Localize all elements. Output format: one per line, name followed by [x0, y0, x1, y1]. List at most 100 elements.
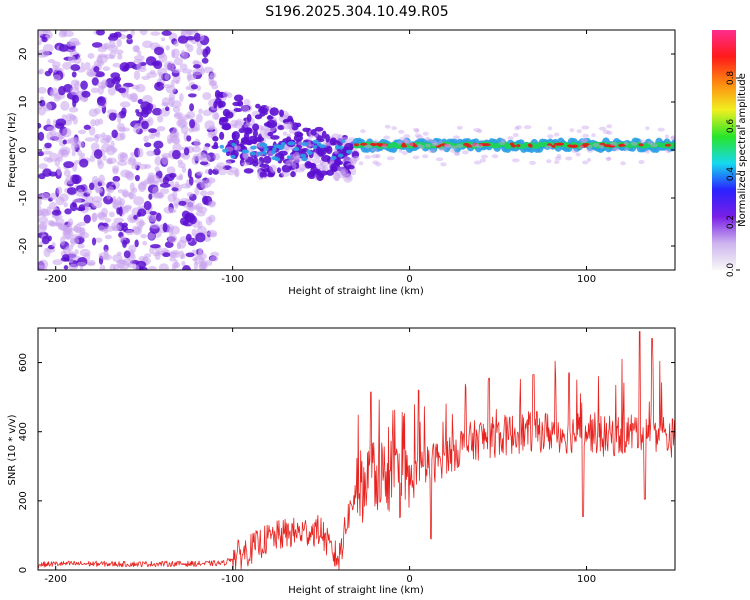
spectrogram-cell [119, 101, 131, 108]
spectrogram-cell [149, 223, 160, 229]
spectrogram-cell [42, 168, 52, 177]
spectrogram-cell [444, 144, 452, 149]
spectrogram-cell [187, 168, 192, 179]
spectrogram-cell [40, 208, 48, 217]
snr-x-label: Height of straight line (km) [288, 585, 424, 596]
spectrogram-cell [554, 156, 562, 161]
spectrogram-cell [346, 173, 352, 181]
spectrogram-cell [153, 148, 161, 156]
spectrogram-cell [381, 143, 388, 148]
spectrogram-cell [41, 236, 50, 245]
spectrogram-cell [130, 152, 135, 157]
spectrogram-cell [211, 145, 219, 150]
spectrogram-cell [95, 30, 105, 36]
spectrogram-cell [219, 144, 225, 149]
spectrogram-cell [398, 148, 403, 153]
spectrogram-cell [155, 131, 161, 138]
spectrogram-cell [62, 139, 67, 145]
spectrogram-cell [186, 44, 194, 53]
spectrogram-cell [77, 189, 83, 194]
spectrogram-cell [639, 139, 647, 144]
spectrogram-cell [243, 149, 250, 154]
spectrogram-cell [185, 233, 192, 242]
spectrogram-cell [231, 142, 236, 147]
spectrogram-cell [41, 50, 50, 58]
spectrogram-cell [194, 187, 200, 196]
spectrogram-cell [104, 218, 112, 223]
spectrogram-cell [592, 143, 600, 148]
spectrogram-y-label: Frequency (Hz) [7, 112, 18, 188]
spectrogram-cell [295, 154, 301, 159]
spectrogram-cell [219, 131, 225, 140]
spectrogram-y-ticks: -20 -10 0 10 20 [18, 48, 675, 254]
spectrogram-cell [43, 102, 53, 112]
spectrogram-cell [38, 199, 42, 206]
spectrogram-cell [431, 140, 438, 145]
spectrogram-cell [582, 133, 589, 138]
spectrogram-cell [287, 121, 293, 130]
spectrogram-cell [174, 203, 179, 209]
spectrogram-cell [401, 144, 408, 148]
spectrogram-cell [435, 157, 444, 162]
spectrogram-cell [556, 154, 562, 159]
spectrogram-cell [171, 68, 182, 73]
spectrogram-cell [241, 105, 250, 113]
spectrogram-cell [62, 254, 70, 260]
spectrogram-cell [439, 143, 447, 147]
spectrogram-cell [638, 143, 644, 147]
spectrogram-cell [175, 79, 180, 85]
spectrogram-cell [403, 134, 411, 139]
spectrogram-cell [107, 44, 119, 52]
spectrogram-cell [151, 175, 160, 184]
spectrogram-cell [169, 256, 176, 262]
spectrogram-cell [425, 143, 431, 148]
spectrogram-cell [147, 232, 156, 240]
spectrogram-cell [135, 83, 146, 93]
spectrogram-cell [305, 162, 313, 167]
spectrogram-cell [93, 149, 103, 159]
snr-x-tick-label: 0 [406, 574, 412, 585]
spectrogram-cell [84, 61, 91, 71]
spectrogram-cell [188, 176, 194, 186]
spectrogram-cell [293, 147, 300, 152]
spectrogram-cell [618, 143, 623, 147]
spectrogram-cell [71, 174, 82, 185]
colorbar-tick-label: 0.0 [726, 263, 736, 278]
spectrogram-cell [42, 150, 53, 155]
spectrogram-cell [364, 144, 373, 149]
spectrogram-cell [38, 40, 42, 46]
spectrogram-cell [301, 157, 308, 162]
spectrogram-cell [426, 138, 433, 143]
spectrogram-cell [371, 154, 380, 159]
spectrogram-cell [414, 128, 420, 133]
spectrogram-cell [38, 131, 45, 142]
spectrogram-cell [140, 180, 149, 186]
spectrogram-cell [181, 261, 186, 267]
spectrogram-cell [153, 140, 164, 149]
spectrogram-cell [172, 190, 178, 200]
spectrogram-cell [346, 164, 355, 170]
spectrogram-cell [152, 186, 160, 196]
spectrogram-cell [168, 227, 174, 236]
spectrogram-cell [473, 128, 481, 133]
spectrogram-cell [43, 156, 50, 162]
spectrogram-cell [272, 147, 277, 152]
spectrogram-cell [112, 62, 121, 68]
spectrogram-cell [586, 157, 592, 162]
spectrogram-cell [107, 186, 115, 194]
snr-series-line [38, 331, 675, 570]
spectrogram-cell [167, 234, 178, 244]
spectrogram-cell [202, 146, 210, 151]
spectrogram-cell [598, 126, 607, 131]
spectrogram-cell [516, 144, 521, 148]
spectrogram-y-tick-label: 20 [18, 48, 29, 61]
spectrogram-cell [412, 155, 420, 160]
spectrogram-cell [591, 133, 596, 138]
spectrogram-cell [77, 243, 85, 249]
spectrogram-cell [330, 165, 338, 173]
spectrogram-cell [435, 144, 442, 148]
spectrogram-cell [133, 70, 141, 81]
spectrogram-cell [582, 160, 589, 165]
spectrogram-cell [78, 204, 86, 212]
spectrogram-cell [38, 68, 44, 75]
